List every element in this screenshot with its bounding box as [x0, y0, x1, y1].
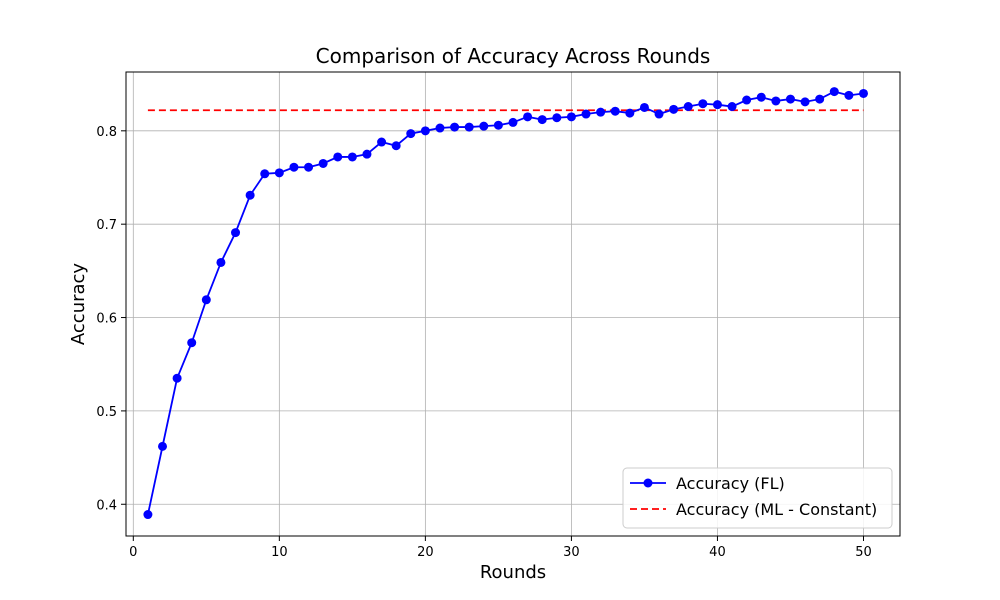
fl-data-point	[420, 126, 430, 136]
fl-data-point	[333, 152, 343, 162]
fl-data-point	[450, 122, 460, 132]
x-tick-label: 0	[129, 545, 137, 560]
fl-data-point	[435, 123, 445, 133]
fl-data-point	[289, 162, 299, 172]
fl-data-point	[698, 99, 708, 109]
x-tick-label: 20	[417, 545, 434, 560]
fl-data-point	[712, 100, 722, 110]
legend: Accuracy (FL) Accuracy (ML - Constant)	[622, 467, 893, 529]
x-tick-label: 10	[271, 545, 288, 560]
y-tick-label: 0.4	[96, 498, 117, 513]
fl-data-point	[771, 96, 781, 106]
fl-data-point	[858, 88, 868, 98]
fl-data-point	[566, 112, 576, 122]
fl-data-point	[581, 109, 591, 119]
fl-data-point	[727, 102, 737, 112]
fl-data-point	[274, 168, 284, 178]
fl-data-point	[625, 108, 635, 118]
fl-data-point	[742, 95, 752, 105]
legend-box	[622, 467, 893, 529]
fl-data-point	[537, 115, 547, 125]
fl-data-point	[347, 152, 357, 162]
fl-data-point	[377, 137, 387, 147]
series-layer	[143, 87, 868, 520]
fl-data-point	[552, 113, 562, 123]
fl-data-point	[596, 107, 606, 117]
fl-data-point	[683, 102, 693, 112]
fl-data-point	[829, 87, 839, 97]
fl-data-point	[523, 112, 533, 122]
fl-data-point	[245, 190, 255, 200]
x-axis-label: Rounds	[480, 562, 546, 583]
fl-data-point	[172, 373, 182, 383]
fl-data-point	[493, 120, 503, 130]
fl-data-point	[201, 295, 211, 305]
fl-data-point	[158, 441, 168, 451]
fl-data-point	[844, 90, 854, 100]
y-axis-ticks: 0.4 0.5 0.6 0.7 0.8	[96, 125, 126, 513]
fl-data-point	[756, 92, 766, 102]
legend-fl-marker	[643, 478, 653, 488]
fl-data-point	[391, 141, 401, 151]
y-tick-label: 0.6	[96, 312, 117, 327]
y-axis-label: Accuracy	[68, 263, 89, 346]
y-tick-label: 0.7	[96, 218, 117, 233]
fl-data-point	[304, 162, 314, 172]
fl-data-point	[785, 94, 795, 104]
y-tick-label: 0.8	[96, 125, 117, 140]
fl-data-point	[654, 109, 664, 119]
x-tick-label: 50	[855, 545, 872, 560]
y-tick-label: 0.5	[96, 405, 117, 420]
legend-fl-label: Accuracy (FL)	[676, 474, 785, 493]
x-axis-ticks: 0 10 20 30 40 50	[129, 536, 872, 560]
fl-data-point	[216, 257, 226, 267]
fl-data-point	[815, 94, 825, 104]
fl-data-point	[318, 158, 328, 168]
fl-data-point	[260, 169, 270, 179]
fl-data-point	[508, 117, 518, 127]
fl-data-point	[479, 121, 489, 131]
fl-data-point	[143, 510, 153, 520]
fl-data-point	[362, 149, 372, 159]
grid	[126, 72, 900, 536]
x-tick-label: 30	[563, 545, 580, 560]
fl-data-point	[669, 104, 679, 114]
plot-frame	[125, 71, 901, 537]
fl-data-point	[464, 122, 474, 132]
fl-data-point	[231, 228, 241, 238]
fl-data-point	[406, 129, 416, 139]
x-tick-label: 40	[709, 545, 726, 560]
fl-accuracy-line	[147, 90, 864, 515]
fl-data-point	[800, 97, 810, 107]
legend-ml-label: Accuracy (ML - Constant)	[676, 500, 877, 519]
chart-title: Comparison of Accuracy Across Rounds	[316, 44, 711, 68]
fl-data-point	[187, 338, 197, 348]
fl-data-point	[639, 102, 649, 112]
fl-data-point	[610, 106, 620, 116]
